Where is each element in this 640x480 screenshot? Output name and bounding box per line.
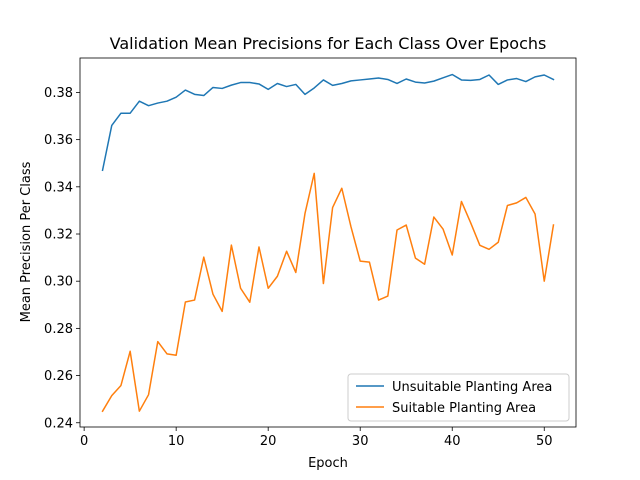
- legend-label-unsuitable: Unsuitable Planting Area: [392, 380, 552, 395]
- y-tick-label: 0.34: [44, 180, 73, 195]
- series-line-suitable: [101, 172, 555, 413]
- y-tick-label: 0.28: [44, 322, 73, 337]
- legend-label-suitable: Suitable Planting Area: [392, 401, 536, 416]
- legend: Unsuitable Planting Area Suitable Planti…: [347, 373, 570, 422]
- x-tick-label: 0: [80, 434, 88, 449]
- x-tick-label: 50: [536, 434, 553, 449]
- plot-frame: [79, 57, 577, 428]
- y-axis: 0.24 0.26 0.28 0.30 0.32 0.34 0.36 0.38: [44, 86, 80, 431]
- x-axis: 0 10 20 30 40 50: [80, 427, 553, 449]
- x-axis-label: Epoch: [308, 456, 348, 471]
- y-tick-label: 0.30: [44, 275, 73, 290]
- legend-box: [347, 373, 570, 422]
- y-tick-label: 0.32: [44, 228, 73, 243]
- series-line-unsuitable: [101, 73, 555, 172]
- x-tick-label: 20: [260, 434, 277, 449]
- x-tick-label: 30: [352, 434, 369, 449]
- x-tick-label: 10: [168, 434, 185, 449]
- y-tick-label: 0.36: [44, 133, 73, 148]
- y-tick-label: 0.26: [44, 369, 73, 384]
- y-axis-label: Mean Precision Per Class: [19, 161, 34, 322]
- chart-title: Validation Mean Precisions for Each Clas…: [110, 34, 547, 53]
- x-tick-label: 40: [444, 434, 461, 449]
- series-layer: [101, 73, 555, 413]
- y-tick-label: 0.38: [44, 86, 73, 101]
- y-tick-label: 0.24: [44, 416, 73, 431]
- plot-area: [79, 57, 577, 428]
